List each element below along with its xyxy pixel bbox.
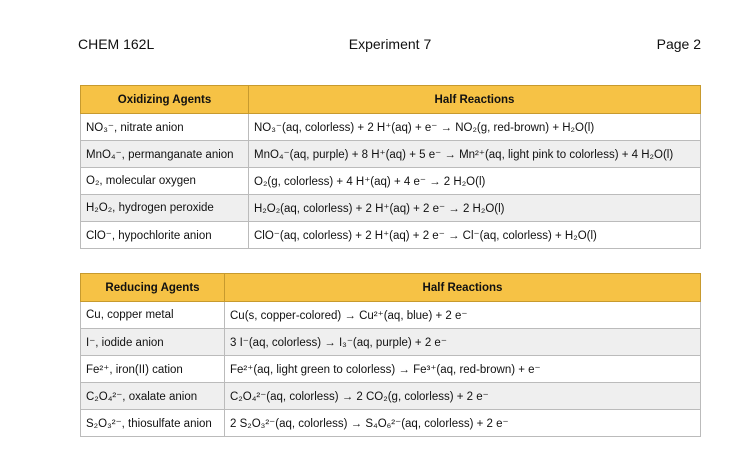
header-row: Reducing Agents Half Reactions (80, 273, 701, 302)
course-label: CHEM 162L (78, 36, 155, 52)
table-row: NO₃⁻, nitrate anion NO₃⁻(aq, colorless) +… (80, 113, 701, 141)
column-header: Reducing Agents (80, 273, 225, 302)
table-row: MnO₄⁻, permanganate anion MnO₄⁻(aq, purpl… (80, 140, 701, 168)
reaction-cell: O₂(g, colorless) + 4 H⁺(aq) + 4 e⁻ → 2 H… (248, 167, 701, 195)
agent-cell: C₂O₄²⁻, oxalate anion (80, 382, 225, 410)
table-row: C₂O₄²⁻, oxalate anion C₂O₄²⁻(aq, colorles… (80, 382, 701, 410)
table-row: Cu, copper metal Cu(s, copper-colored) → … (80, 301, 701, 329)
table-row: S₂O₃²⁻, thiosulfate anion 2 S₂O₃²⁻(aq, co… (80, 409, 701, 437)
page-number: Page 2 (656, 36, 701, 52)
agent-cell: NO₃⁻, nitrate anion (80, 113, 249, 141)
table-row: Fe²⁺, iron(II) cation Fe²⁺(aq, light gree… (80, 355, 701, 383)
document-title: Experiment 7 (348, 36, 432, 52)
table-row: O₂, molecular oxygen O₂(g, colorless) + 4… (80, 167, 701, 195)
agent-cell: I⁻, iodide anion (80, 328, 225, 356)
reaction-cell: 3 I⁻(aq, colorless) → I₃⁻(aq, purple) + … (224, 328, 701, 356)
column-header: Half Reactions (224, 273, 701, 302)
column-header: Oxidizing Agents (80, 85, 249, 114)
reaction-cell: Fe²⁺(aq, light green to colorless) → Fe³… (224, 355, 701, 383)
reaction-cell: MnO₄⁻(aq, purple) + 8 H⁺(aq) + 5 e⁻ → Mn… (248, 140, 701, 168)
reaction-cell: Cu(s, copper-colored) → Cu²⁺(aq, blue) +… (224, 301, 701, 329)
reaction-cell: C₂O₄²⁻(aq, colorless) → 2 CO₂(g, colorle… (224, 382, 701, 410)
reducing-table: Reducing Agents Half Reactions Cu, copper … (80, 273, 701, 437)
table-row: I⁻, iodide anion 3 I⁻(aq, colorless) → I₃… (80, 328, 701, 356)
agent-cell: O₂, molecular oxygen (80, 167, 249, 195)
agent-cell: Cu, copper metal (80, 301, 225, 329)
reaction-cell: 2 S₂O₃²⁻(aq, colorless) → S₄O₆²⁻(aq, col… (224, 409, 701, 437)
table-row: ClO⁻, hypochlorite anion ClO⁻(aq, colorle… (80, 221, 701, 249)
reaction-cell: NO₃⁻(aq, colorless) + 2 H⁺(aq) + e⁻ → NO… (248, 113, 701, 141)
column-header: Half Reactions (248, 85, 701, 114)
reaction-cell: ClO⁻(aq, colorless) + 2 H⁺(aq) + 2 e⁻ → … (248, 221, 701, 249)
reaction-cell: H₂O₂(aq, colorless) + 2 H⁺(aq) + 2 e⁻ → … (248, 194, 701, 222)
agent-cell: Fe²⁺, iron(II) cation (80, 355, 225, 383)
header-row: Oxidizing Agents Half Reactions (80, 85, 701, 114)
agent-cell: H₂O₂, hydrogen peroxide (80, 194, 249, 222)
oxidizing-table: Oxidizing Agents Half Reactions NO₃⁻, nitr… (80, 85, 701, 249)
agent-cell: ClO⁻, hypochlorite anion (80, 221, 249, 249)
agent-cell: MnO₄⁻, permanganate anion (80, 140, 249, 168)
agent-cell: S₂O₃²⁻, thiosulfate anion (80, 409, 225, 437)
table-row: H₂O₂, hydrogen peroxide H₂O₂(aq, colorles… (80, 194, 701, 222)
